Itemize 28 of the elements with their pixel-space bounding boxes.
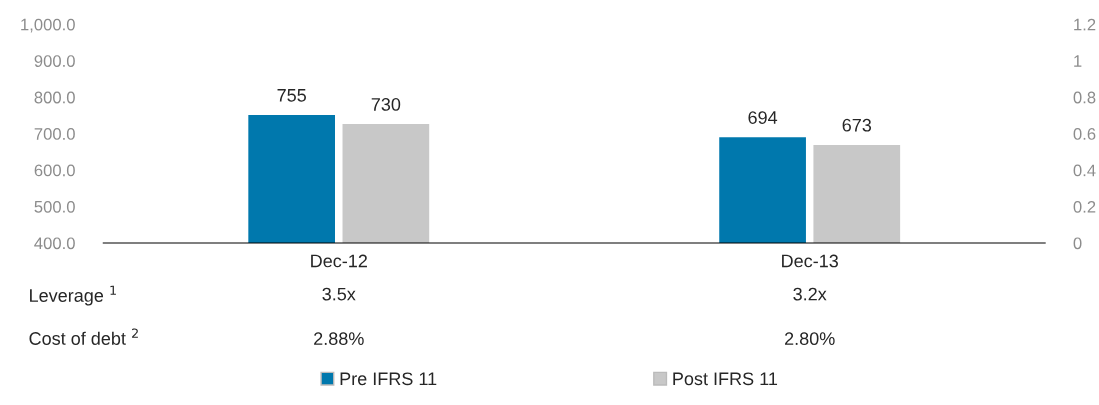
legend-label: Post IFRS 11: [673, 372, 778, 386]
data-label: 730: [371, 98, 401, 111]
y2-tick-label: 1: [1074, 55, 1082, 67]
y-tick-label: 400.0: [34, 237, 75, 250]
data-label: 673: [842, 118, 872, 132]
y-tick-label: 600.0: [34, 164, 75, 177]
y2-tick-label: 0.2: [1073, 200, 1096, 213]
y-tick-label: 1,000.0: [21, 18, 75, 33]
y-tick-label: 900.0: [34, 55, 75, 67]
legend-label: Pre IFRS 11: [340, 372, 437, 386]
y-tick-label: 700.0: [34, 128, 75, 140]
text: 3.2x: [793, 287, 827, 301]
y-tick-label: 500.0: [34, 200, 75, 213]
x-tick-label: Dec-13: [782, 254, 838, 268]
text: Leverage $^{1}$: [30, 285, 116, 306]
data-label: 694: [748, 111, 778, 124]
y2-tick-label: 0.6: [1073, 128, 1096, 140]
text: 2.80%: [785, 332, 835, 346]
y2-tick-label: 0: [1073, 237, 1082, 250]
text: Cost of debt $^{2}$: [29, 328, 138, 345]
y2-tick-label: 1.2: [1074, 18, 1096, 31]
text: 2.88%: [314, 332, 364, 346]
data-label: 755: [277, 89, 306, 102]
text: 3.5x: [322, 287, 356, 301]
y-tick-label: 800.0: [34, 91, 75, 104]
y2-tick-label: 0.8: [1073, 91, 1096, 104]
x-tick-label: Dec-12: [311, 254, 367, 268]
y2-tick-label: 0.4: [1073, 164, 1096, 177]
